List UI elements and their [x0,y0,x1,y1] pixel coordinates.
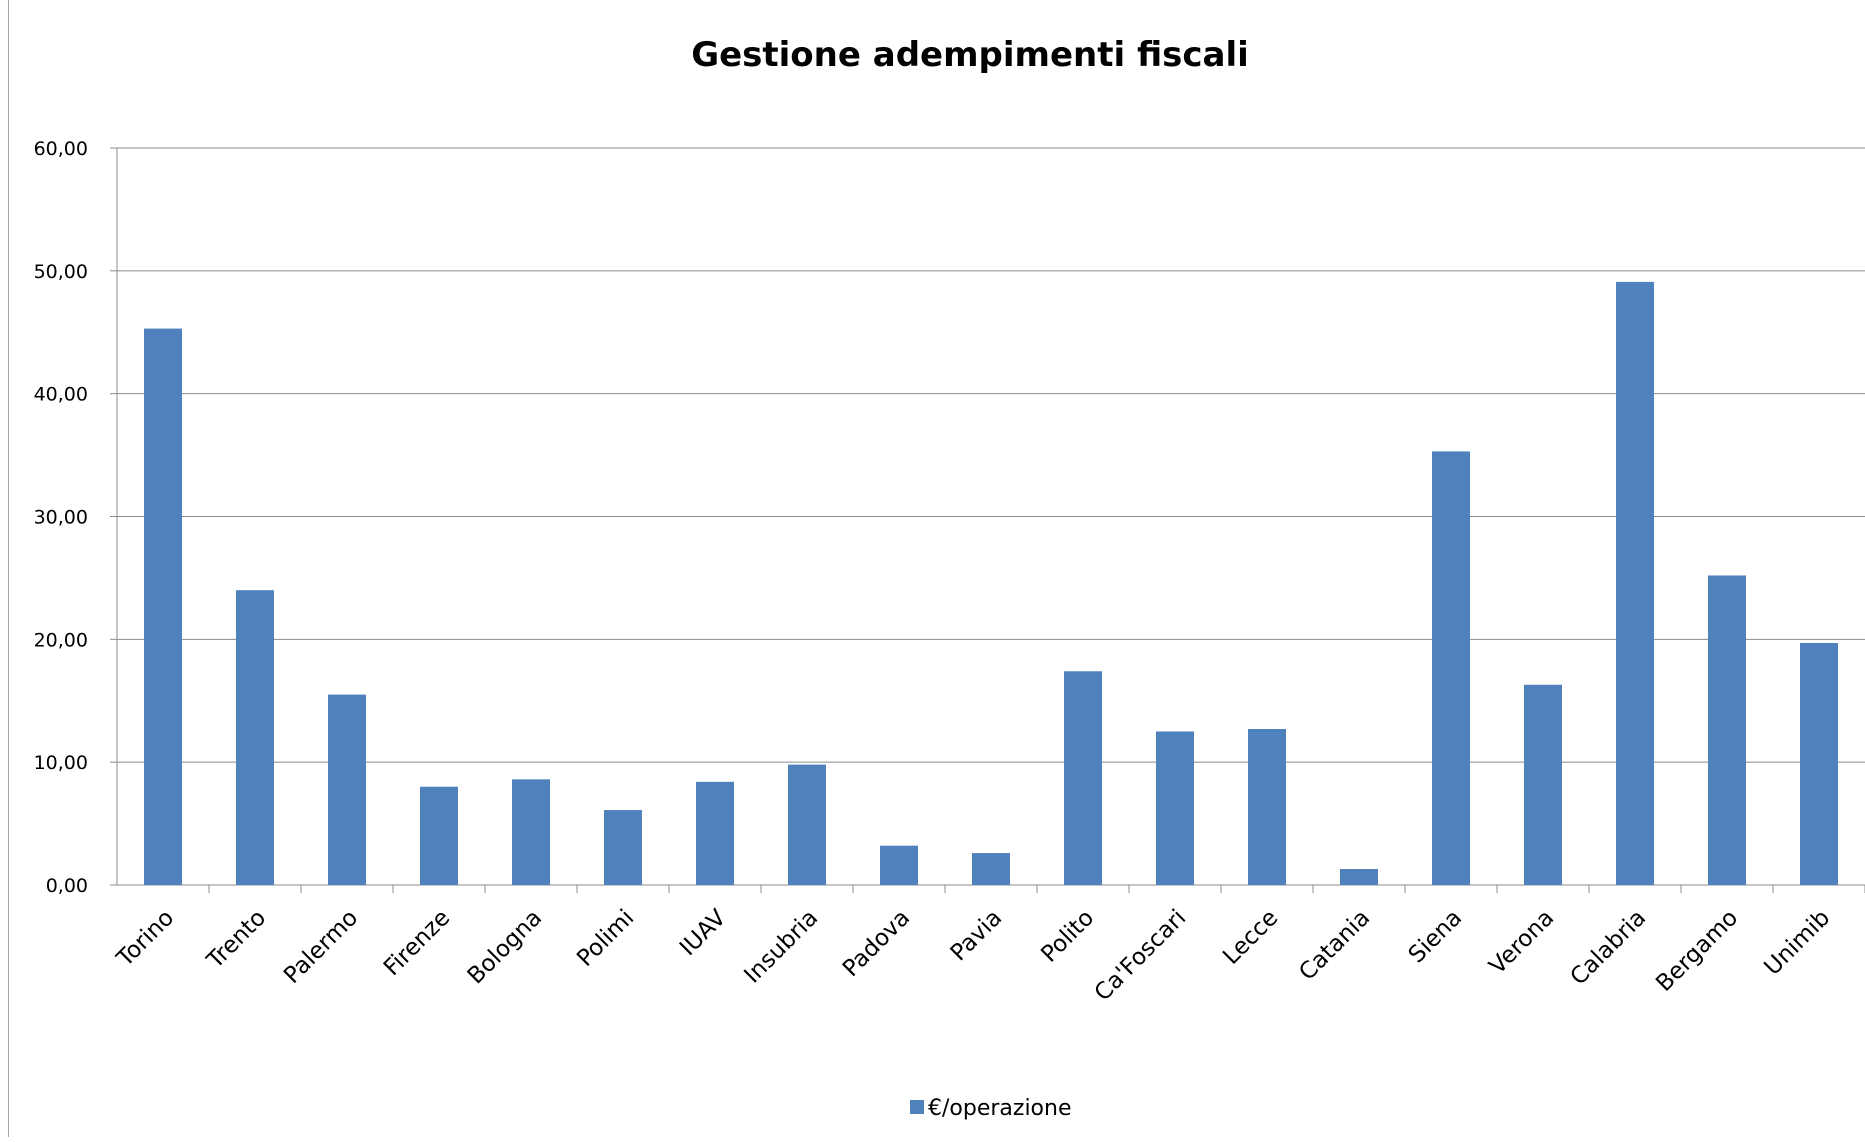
bar [1340,869,1378,885]
axes [116,148,1865,893]
bar [1064,671,1102,885]
bars [144,281,1838,886]
bar [1156,731,1194,885]
bar [788,764,826,885]
bar [328,694,366,885]
x-tick-label: Bergamo [1651,905,1743,997]
x-tick-label: IUAV [675,905,731,961]
bar [604,810,642,885]
x-tick-label: Torino [112,905,180,973]
bar [420,786,458,885]
bar [696,781,734,885]
bar [1432,451,1470,885]
bar [1616,281,1654,886]
x-tick-label: Calabria [1566,905,1652,991]
legend-label: €/operazione [928,1096,1072,1121]
legend: €/operazione [910,1096,1072,1121]
y-tick-label: 40,00 [34,384,88,406]
x-tick-labels: Torino Trento Palermo Firenze Bologna Polimi I… [112,905,1836,1007]
bar [236,590,274,885]
x-tick-label: Pavia [946,905,1008,967]
y-tick-label: 50,00 [34,261,88,283]
y-tick-label: 30,00 [34,507,88,529]
x-tick-label: Polimi [572,905,639,972]
x-tick-label: Lecce [1218,905,1283,970]
bar [1524,684,1562,885]
y-tick-label: 20,00 [34,629,88,651]
chart-frame-border [8,0,9,1137]
x-tick-label: Polito [1036,905,1099,968]
bar [144,328,182,885]
bar [880,845,918,885]
bar [1800,643,1838,885]
x-tick-label: Palermo [279,905,363,989]
bar [512,779,550,885]
chart-title: Gestione adempimenti fiscali [691,35,1249,75]
x-tick-label: Trento [202,905,272,975]
x-tick-label: Ca'Foscari [1090,905,1191,1006]
y-tick-label: 0,00 [46,875,88,897]
legend-swatch [910,1100,924,1114]
x-tick-label: Bologna [463,905,548,990]
gridlines [110,147,1865,886]
bar [1708,575,1746,885]
x-tick-label: Insubria [739,905,823,989]
y-tick-label: 60,00 [34,138,88,160]
x-tick-label: Siena [1404,905,1468,969]
y-tick-labels: 0,00 10,00 20,00 30,00 40,00 50,00 60,00 [34,138,88,897]
x-tick-label: Padova [838,905,915,982]
x-tick-label: Catania [1294,905,1375,986]
bar [972,853,1010,885]
x-tick-label: Unimib [1759,905,1835,981]
y-tick-label: 10,00 [34,752,88,774]
x-tick-label: Firenze [379,905,455,981]
bar [1248,729,1286,885]
x-tick-label: Verona [1484,905,1559,980]
